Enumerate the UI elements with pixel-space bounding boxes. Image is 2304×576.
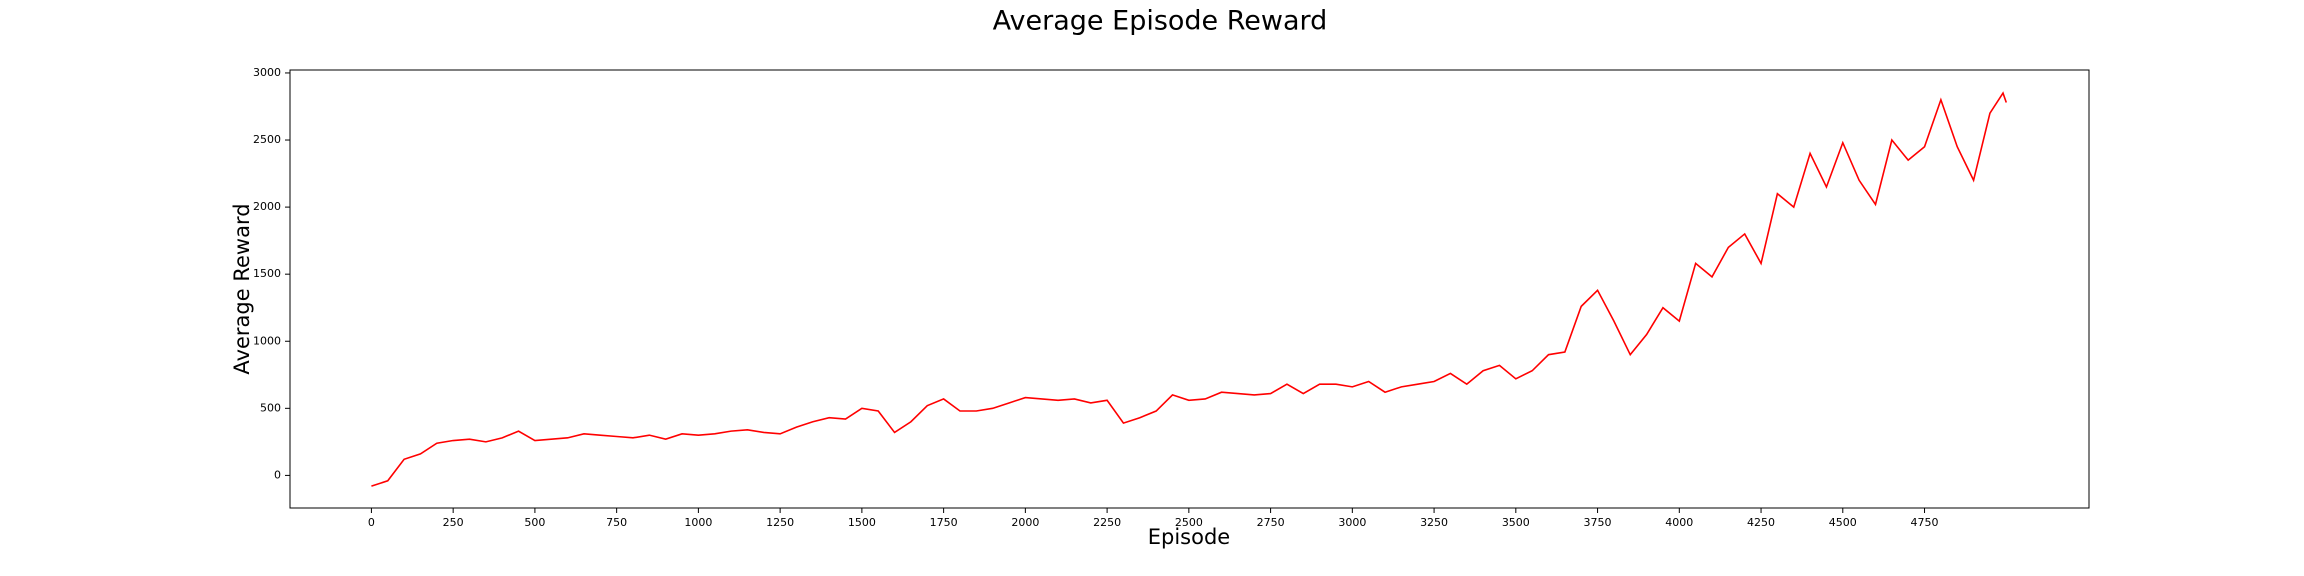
x-tick-label: 750 [606,516,627,529]
y-tick-label: 3000 [253,66,281,79]
x-tick-label: 4750 [1911,516,1939,529]
x-tick-label: 250 [443,516,464,529]
y-tick-label: 500 [260,401,281,414]
x-tick-label: 2000 [1011,516,1039,529]
x-tick-label: 1000 [684,516,712,529]
x-tick-label: 2500 [1175,516,1203,529]
x-axis-label: Episode [1148,525,1230,549]
y-tick-label: 2000 [253,200,281,213]
x-tick-label: 1500 [848,516,876,529]
y-tick-label: 1500 [253,267,281,280]
y-tick-label: 2500 [253,133,281,146]
y-tick-label: 1000 [253,334,281,347]
x-tick-label: 0 [368,516,375,529]
data-line [371,91,2008,487]
x-tick-label: 4500 [1829,516,1857,529]
x-tick-label: 1250 [766,516,794,529]
x-tick-label: 3750 [1584,516,1612,529]
x-tick-label: 3250 [1420,516,1448,529]
x-tick-label: 4250 [1747,516,1775,529]
x-tick-label: 500 [524,516,545,529]
x-tick-label: 2750 [1257,516,1285,529]
x-tick-label: 1750 [930,516,958,529]
chart-title: Average Episode Reward [993,6,1328,37]
y-tick-label: 0 [274,468,281,481]
y-axis-label: Average Reward [230,203,254,374]
x-tick-label: 4000 [1665,516,1693,529]
x-tick-label: 3500 [1502,516,1530,529]
x-tick-label: 2250 [1093,516,1121,529]
plot-frame [289,69,2090,509]
x-tick-label: 3000 [1338,516,1366,529]
